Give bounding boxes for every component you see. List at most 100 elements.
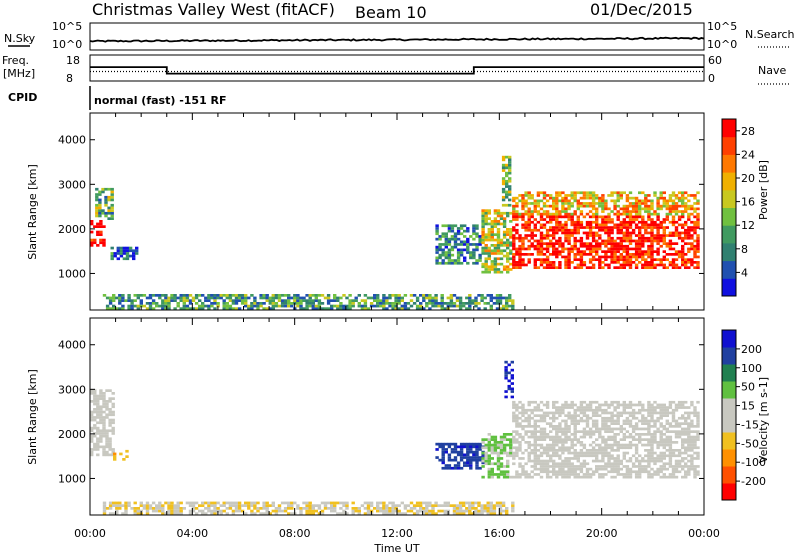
range-time-cell bbox=[564, 231, 568, 235]
range-time-cell bbox=[561, 419, 565, 423]
nsky-tick-low: 10^0 bbox=[52, 38, 82, 51]
range-time-cell bbox=[102, 225, 106, 228]
range-time-cell bbox=[659, 403, 663, 407]
range-time-cell bbox=[576, 419, 580, 423]
range-time-cell bbox=[696, 236, 700, 240]
range-time-cell bbox=[98, 206, 102, 210]
range-time-cell bbox=[441, 259, 445, 262]
range-time-cell bbox=[631, 465, 636, 468]
range-time-cell bbox=[484, 454, 488, 458]
range-time-cell bbox=[105, 416, 109, 419]
range-time-cell bbox=[151, 302, 156, 305]
range-time-cell bbox=[469, 461, 473, 465]
range-time-cell bbox=[234, 509, 239, 513]
range-time-cell bbox=[573, 465, 577, 468]
range-time-cell bbox=[555, 220, 559, 224]
range-time-cell bbox=[265, 504, 269, 507]
range-time-cell bbox=[681, 451, 685, 455]
range-time-cell bbox=[616, 191, 620, 195]
range-time-cell bbox=[506, 473, 510, 476]
range-time-cell bbox=[326, 302, 331, 305]
range-time-cell bbox=[628, 446, 633, 450]
range-time-cell bbox=[449, 296, 454, 300]
range-time-cell bbox=[170, 504, 174, 507]
range-time-cell bbox=[591, 470, 596, 474]
range-time-cell bbox=[576, 218, 580, 221]
range-time-cell bbox=[641, 244, 645, 248]
range-time-cell bbox=[314, 304, 318, 308]
range-time-cell bbox=[379, 501, 383, 505]
range-time-cell bbox=[690, 403, 694, 407]
range-time-cell bbox=[542, 236, 547, 240]
range-time-cell bbox=[579, 236, 584, 240]
range-time-cell bbox=[595, 207, 599, 211]
range-time-cell bbox=[564, 422, 568, 425]
range-time-cell bbox=[641, 250, 645, 253]
range-time-cell bbox=[539, 459, 544, 463]
range-time-cell bbox=[110, 187, 114, 191]
range-time-cell bbox=[161, 302, 165, 305]
range-time-cell bbox=[650, 218, 654, 221]
range-time-cell bbox=[628, 263, 633, 267]
range-time-cell bbox=[552, 202, 556, 205]
range-time-cell bbox=[533, 202, 537, 205]
range-time-cell bbox=[469, 442, 473, 446]
range-time-cell bbox=[582, 465, 587, 468]
range-time-cell bbox=[598, 406, 602, 409]
range-time-cell bbox=[139, 299, 143, 302]
range-time-cell bbox=[463, 240, 467, 244]
range-time-cell bbox=[671, 467, 676, 471]
range-time-cell bbox=[102, 507, 107, 510]
range-time-cell bbox=[582, 196, 587, 200]
range-time-cell bbox=[98, 193, 102, 196]
range-time-cell bbox=[628, 443, 633, 447]
range-time-cell bbox=[641, 457, 645, 460]
y-tick-label: 4000 bbox=[58, 339, 86, 352]
range-time-cell bbox=[302, 307, 306, 310]
range-time-cell bbox=[690, 425, 694, 428]
colorbar-segment bbox=[722, 466, 736, 484]
range-time-cell bbox=[671, 449, 676, 452]
range-time-cell bbox=[465, 507, 469, 510]
range-time-cell bbox=[422, 509, 426, 513]
range-time-cell bbox=[305, 294, 309, 297]
range-time-cell bbox=[496, 233, 501, 236]
range-time-cell bbox=[684, 433, 688, 436]
range-time-cell bbox=[207, 294, 211, 297]
range-time-cell bbox=[558, 414, 562, 417]
range-time-cell bbox=[501, 501, 506, 505]
range-time-cell bbox=[509, 449, 513, 452]
range-time-cell bbox=[459, 243, 464, 246]
range-time-cell bbox=[687, 218, 691, 221]
range-time-cell bbox=[102, 416, 106, 419]
range-time-cell bbox=[474, 296, 478, 300]
range-time-cell bbox=[397, 512, 401, 515]
range-time-cell bbox=[607, 231, 611, 235]
range-time-cell bbox=[579, 263, 584, 267]
range-time-cell bbox=[164, 294, 168, 297]
range-time-cell bbox=[604, 465, 608, 468]
range-time-cell bbox=[567, 255, 571, 259]
range-time-cell bbox=[110, 252, 114, 255]
range-time-cell bbox=[363, 512, 368, 515]
range-time-cell bbox=[480, 507, 484, 510]
range-time-cell bbox=[555, 470, 559, 474]
range-time-cell bbox=[625, 467, 630, 471]
range-time-cell bbox=[524, 204, 528, 208]
range-time-cell bbox=[668, 253, 673, 256]
range-time-cell bbox=[625, 470, 630, 474]
range-time-cell bbox=[515, 425, 519, 428]
range-time-cell bbox=[366, 509, 371, 513]
range-time-cell bbox=[665, 422, 669, 425]
range-time-cell bbox=[369, 504, 374, 507]
range-time-cell bbox=[438, 237, 442, 241]
range-time-cell bbox=[472, 237, 476, 241]
range-time-cell bbox=[684, 446, 688, 450]
range-time-cell bbox=[173, 507, 177, 510]
range-time-cell bbox=[256, 304, 260, 308]
range-time-cell bbox=[237, 307, 242, 310]
range-time-cell bbox=[576, 215, 580, 219]
range-time-cell bbox=[452, 504, 457, 507]
range-time-cell bbox=[693, 194, 697, 197]
range-time-cell bbox=[662, 234, 666, 237]
